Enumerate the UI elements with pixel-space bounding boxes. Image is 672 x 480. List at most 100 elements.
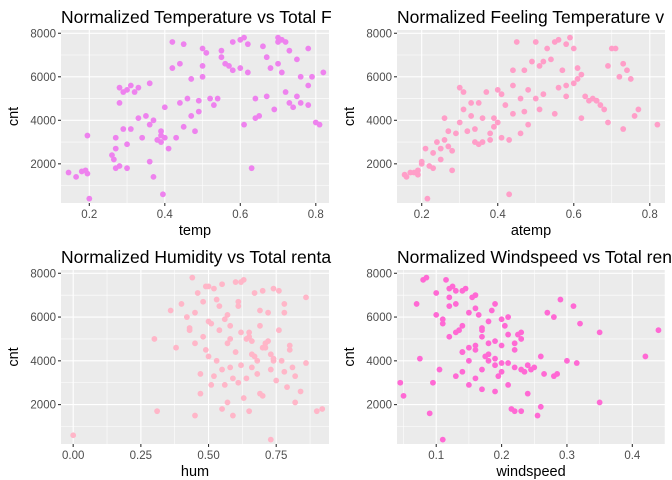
panel-4-point [564, 357, 570, 364]
panel-2-point [529, 58, 535, 65]
panel-3-point [232, 349, 239, 355]
panel-2-point [460, 106, 467, 113]
panel-3-point [229, 412, 236, 419]
panel-1-point [116, 84, 123, 91]
panel-4-y-tick-label: 8000 [366, 268, 392, 280]
panel-4-point [472, 375, 479, 382]
panel-3-point [227, 364, 234, 371]
panel-4-point [570, 303, 577, 310]
panel-3: 0.00 0.25 0.50 0.75 2000 4000 6000 8000 hum cnt No… [6, 247, 331, 480]
panel-4-point [459, 287, 466, 294]
panel-2-point [487, 130, 494, 137]
panel-2-x-tick-label: 0.2 [414, 209, 430, 221]
panel-1-point [267, 65, 274, 71]
panel-4-point [433, 290, 440, 296]
panel-3-point [216, 327, 223, 334]
panel-4-point [466, 309, 472, 316]
panel-3-point [267, 366, 274, 373]
panel-2-point [437, 156, 444, 163]
panel-2-point [510, 67, 516, 74]
panel-4-point [472, 342, 479, 349]
panel-3-point [281, 309, 288, 316]
panel-1-point [241, 34, 247, 41]
panel-1-point [82, 167, 89, 174]
panel-3-point [281, 368, 288, 375]
panel-1-point [154, 136, 161, 143]
panel-1-y-tick-label: 6000 [30, 72, 56, 84]
panel-2-x-axis-label: atemp [511, 223, 551, 239]
panel-4-point [439, 436, 446, 443]
panel-2-point [475, 99, 482, 106]
panel-4-point [505, 360, 512, 366]
panel-1-point [316, 121, 323, 128]
panel-4-point [505, 382, 512, 388]
panel-4-point [655, 327, 662, 334]
panel-2-point [532, 95, 539, 102]
panel-1-point [84, 132, 91, 139]
panel-1-x-tick-label: 0.4 [157, 209, 174, 221]
panel-4-grid [397, 270, 665, 444]
panel-3-y-tick-label: 4000 [30, 356, 56, 368]
panel-1-point [116, 99, 123, 106]
panel-3-point [240, 395, 247, 401]
panel-3-point [202, 346, 209, 353]
panel-4-point [557, 296, 564, 303]
panel-2-point [418, 158, 425, 165]
panel-1-point [218, 47, 225, 54]
panel-2-point [563, 82, 570, 89]
panel-1-point [282, 89, 289, 95]
panel-2-point [551, 110, 558, 117]
panel-1-point [112, 134, 119, 141]
panel-3-point [219, 366, 225, 373]
panel-3-point [224, 340, 231, 347]
panel-1-point [282, 39, 289, 45]
panel-4-point [544, 309, 551, 316]
panel-4-point [413, 301, 420, 307]
panel-3-point [273, 377, 280, 384]
panel-3-point [221, 316, 228, 323]
panel-2-point [582, 93, 589, 100]
panel-4-point [537, 353, 544, 360]
panel-3-point [208, 382, 215, 388]
panel-1-point [241, 121, 247, 128]
panel-2-point [624, 67, 630, 74]
panel-4-plot-background [397, 270, 665, 444]
panel-2-point [548, 56, 554, 63]
panel-4-y-axis-label: cnt [342, 347, 358, 366]
panel-3-point [197, 371, 204, 377]
panel-4-point [573, 360, 580, 366]
panel-1-point [131, 89, 138, 95]
panel-4-point [456, 327, 462, 334]
panel-4-point [596, 329, 603, 336]
panel-1-point [124, 86, 130, 93]
panel-4-point [423, 274, 430, 281]
panel-4-point [524, 390, 531, 397]
panel-2-y-tick-label: 2000 [366, 159, 392, 171]
panel-1-point [214, 95, 221, 102]
panel-2-point [403, 173, 410, 180]
panel-4-y-tick-label: 4000 [366, 356, 392, 368]
panel-1-point [173, 134, 180, 141]
panel-3-point [213, 296, 220, 303]
panel-2-point [441, 115, 448, 122]
panel-4-point [524, 362, 531, 369]
panel-3-point [248, 338, 255, 345]
panel-1-title: Normalized Temperature vs Total F [61, 7, 332, 27]
panel-1-point [124, 165, 130, 172]
panel-1-point [135, 115, 142, 122]
panel-3-point [270, 355, 277, 362]
panel-3-point [151, 336, 158, 342]
panel-3-point [189, 274, 196, 281]
panel-2-point [411, 169, 418, 176]
panel-2-point [517, 95, 524, 102]
panel-2-point [612, 45, 619, 52]
panel-1-point [180, 41, 187, 48]
panel-2-point [513, 39, 520, 45]
panel-3-point [235, 379, 242, 386]
panel-1-point [294, 56, 300, 63]
panel-4-point [472, 305, 479, 312]
panel-3-title: Normalized Humidity vs Total renta [61, 247, 331, 267]
panel-1-point [271, 106, 278, 113]
panel-3-y-tick-label: 6000 [30, 312, 56, 324]
panel-4-point [433, 311, 440, 318]
